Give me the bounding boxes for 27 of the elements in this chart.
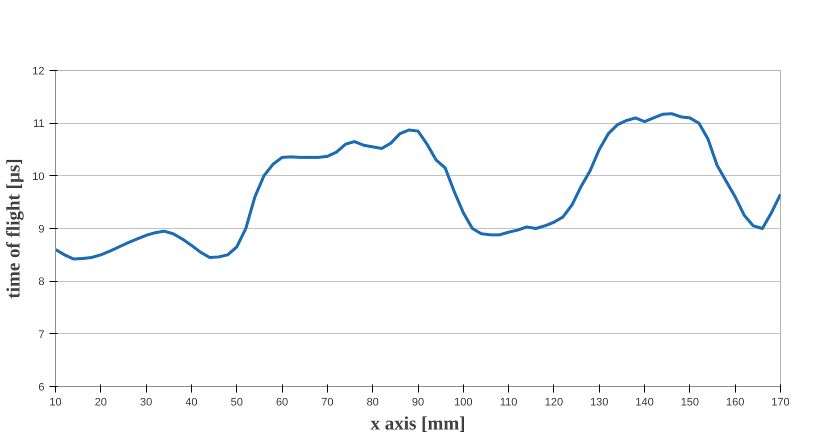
- y-tick-label: 9: [38, 224, 45, 236]
- x-tick-label: 30: [140, 396, 152, 408]
- x-tick-label: 70: [321, 396, 334, 408]
- y-tick-label: 8: [38, 276, 45, 288]
- y-tick-label: 10: [32, 170, 45, 183]
- x-tick-label: 140: [635, 396, 654, 408]
- x-tick-label: 60: [276, 396, 288, 408]
- y-tick-label: 7: [38, 328, 45, 341]
- x-tick-label: 40: [185, 396, 198, 408]
- x-axis-title: x axis [mm]: [370, 414, 466, 434]
- x-tick-label: 110: [500, 396, 518, 408]
- x-tick-label: 10: [49, 396, 62, 408]
- x-tick-label: 120: [544, 396, 564, 408]
- x-tick-label: 160: [726, 396, 744, 408]
- x-tick-label: 150: [680, 396, 700, 408]
- line-series: [56, 112, 780, 261]
- y-tick-label: 11: [33, 118, 45, 130]
- x-tick-label: 90: [412, 396, 424, 408]
- x-tick-label: 50: [230, 396, 243, 408]
- x-tick-label: 170: [771, 396, 790, 408]
- x-tick-label: 20: [94, 396, 107, 408]
- y-tick-label: 6: [38, 382, 45, 394]
- x-tick-label: 130: [590, 396, 608, 408]
- x-tick-label: 80: [366, 396, 379, 408]
- y-tick-label: 12: [32, 66, 45, 78]
- x-tick-label: 100: [454, 396, 472, 408]
- y-axis-title: time of flight [µs]: [3, 158, 24, 299]
